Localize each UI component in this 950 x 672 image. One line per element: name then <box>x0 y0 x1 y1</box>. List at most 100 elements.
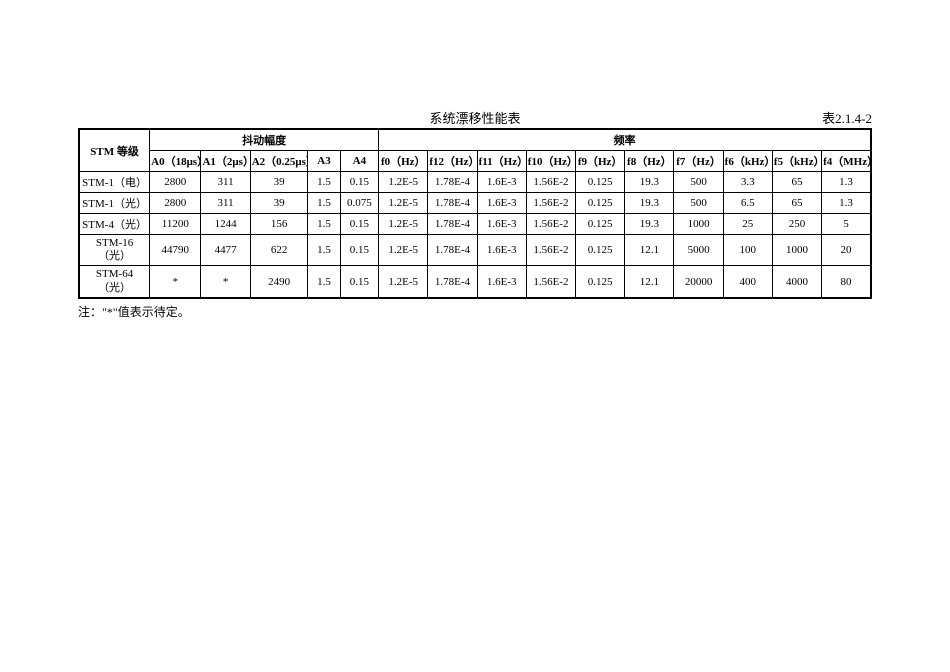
cell-f5: 65 <box>772 193 821 214</box>
header-f10: f10（Hz） <box>526 151 575 172</box>
cell-a4: 0.075 <box>340 193 379 214</box>
table-number: 表2.1.4-2 <box>822 108 872 127</box>
header-a0: A0（18μs） <box>150 151 201 172</box>
cell-f8: 19.3 <box>625 193 674 214</box>
cell-f7: 500 <box>674 172 723 193</box>
cell-f10: 1.56E-2 <box>526 266 575 298</box>
header-f9: f9（Hz） <box>576 151 625 172</box>
cell-a1: * <box>201 266 250 298</box>
header-f8: f8（Hz） <box>625 151 674 172</box>
table-title: 系统漂移性能表 <box>429 108 520 127</box>
cell-f0: 1.2E-5 <box>379 266 428 298</box>
table-row: STM-1（光）2800311391.50.0751.2E-51.78E-41.… <box>79 193 871 214</box>
cell-f0: 1.2E-5 <box>379 235 428 266</box>
cell-a0: 2800 <box>150 172 201 193</box>
cell-f11: 1.6E-3 <box>477 172 526 193</box>
cell-a3: 1.5 <box>308 193 340 214</box>
table-row: STM-1（电）2800311391.50.151.2E-51.78E-41.6… <box>79 172 871 193</box>
cell-f6: 6.5 <box>723 193 772 214</box>
cell-a0: 2800 <box>150 193 201 214</box>
cell-f4: 1.3 <box>822 193 871 214</box>
cell-f7: 5000 <box>674 235 723 266</box>
cell-stm: STM-64（光） <box>79 266 150 298</box>
cell-f8: 19.3 <box>625 214 674 235</box>
cell-f4: 1.3 <box>822 172 871 193</box>
cell-f6: 100 <box>723 235 772 266</box>
header-freq: 频率 <box>379 129 871 151</box>
table-row: STM-16（光）4479044776221.50.151.2E-51.78E-… <box>79 235 871 266</box>
header-a4: A4 <box>340 151 379 172</box>
cell-f9: 0.125 <box>576 214 625 235</box>
table-body: STM-1（电）2800311391.50.151.2E-51.78E-41.6… <box>79 172 871 298</box>
cell-a1: 1244 <box>201 214 250 235</box>
cell-a4: 0.15 <box>340 172 379 193</box>
cell-a4: 0.15 <box>340 214 379 235</box>
cell-f6: 400 <box>723 266 772 298</box>
cell-a0: 44790 <box>150 235 201 266</box>
cell-f0: 1.2E-5 <box>379 172 428 193</box>
cell-a1: 311 <box>201 193 250 214</box>
header-a1: A1（2μs） <box>201 151 250 172</box>
cell-a2: 156 <box>250 214 308 235</box>
cell-a2: 622 <box>250 235 308 266</box>
cell-stm: STM-1（电） <box>79 172 150 193</box>
cell-f11: 1.6E-3 <box>477 235 526 266</box>
table-note: 注："*"值表示待定。 <box>78 303 872 320</box>
cell-f4: 20 <box>822 235 871 266</box>
cell-f7: 1000 <box>674 214 723 235</box>
cell-f10: 1.56E-2 <box>526 214 575 235</box>
header-f5: f5（kHz） <box>772 151 821 172</box>
cell-f11: 1.6E-3 <box>477 266 526 298</box>
cell-f4: 5 <box>822 214 871 235</box>
cell-f6: 3.3 <box>723 172 772 193</box>
header-f6: f6（kHz） <box>723 151 772 172</box>
cell-f6: 25 <box>723 214 772 235</box>
cell-f8: 12.1 <box>625 266 674 298</box>
cell-f12: 1.78E-4 <box>428 214 477 235</box>
cell-a4: 0.15 <box>340 235 379 266</box>
page: 系统漂移性能表 表2.1.4-2 STM 等级 抖动幅度 频率 A0（18μs）… <box>0 0 950 320</box>
cell-f9: 0.125 <box>576 193 625 214</box>
cell-f0: 1.2E-5 <box>379 193 428 214</box>
cell-f5: 250 <box>772 214 821 235</box>
header-f7: f7（Hz） <box>674 151 723 172</box>
cell-f10: 1.56E-2 <box>526 172 575 193</box>
cell-stm: STM-16（光） <box>79 235 150 266</box>
cell-f8: 12.1 <box>625 235 674 266</box>
header-f11: f11（Hz） <box>477 151 526 172</box>
header-a3: A3 <box>308 151 340 172</box>
cell-f4: 80 <box>822 266 871 298</box>
cell-f5: 4000 <box>772 266 821 298</box>
cell-f10: 1.56E-2 <box>526 193 575 214</box>
header-stm: STM 等级 <box>79 129 150 172</box>
cell-f10: 1.56E-2 <box>526 235 575 266</box>
cell-a3: 1.5 <box>308 266 340 298</box>
cell-a4: 0.15 <box>340 266 379 298</box>
cell-f8: 19.3 <box>625 172 674 193</box>
cell-f12: 1.78E-4 <box>428 193 477 214</box>
cell-a1: 311 <box>201 172 250 193</box>
cell-f9: 0.125 <box>576 172 625 193</box>
header-a2: A2（0.25μs） <box>250 151 308 172</box>
header-f0: f0（Hz） <box>379 151 428 172</box>
cell-a3: 1.5 <box>308 214 340 235</box>
cell-a2: 2490 <box>250 266 308 298</box>
cell-f11: 1.6E-3 <box>477 193 526 214</box>
cell-stm: STM-4（光） <box>79 214 150 235</box>
cell-f5: 65 <box>772 172 821 193</box>
cell-f0: 1.2E-5 <box>379 214 428 235</box>
cell-f11: 1.6E-3 <box>477 214 526 235</box>
cell-a0: 11200 <box>150 214 201 235</box>
cell-f12: 1.78E-4 <box>428 266 477 298</box>
cell-f12: 1.78E-4 <box>428 172 477 193</box>
title-row: 系统漂移性能表 表2.1.4-2 <box>78 108 872 126</box>
cell-f12: 1.78E-4 <box>428 235 477 266</box>
cell-f7: 20000 <box>674 266 723 298</box>
cell-f5: 1000 <box>772 235 821 266</box>
cell-stm: STM-1（光） <box>79 193 150 214</box>
header-jitter: 抖动幅度 <box>150 129 379 151</box>
cell-a2: 39 <box>250 193 308 214</box>
header-f4: f4（MHz） <box>822 151 871 172</box>
header-f12: f12（Hz） <box>428 151 477 172</box>
cell-f7: 500 <box>674 193 723 214</box>
